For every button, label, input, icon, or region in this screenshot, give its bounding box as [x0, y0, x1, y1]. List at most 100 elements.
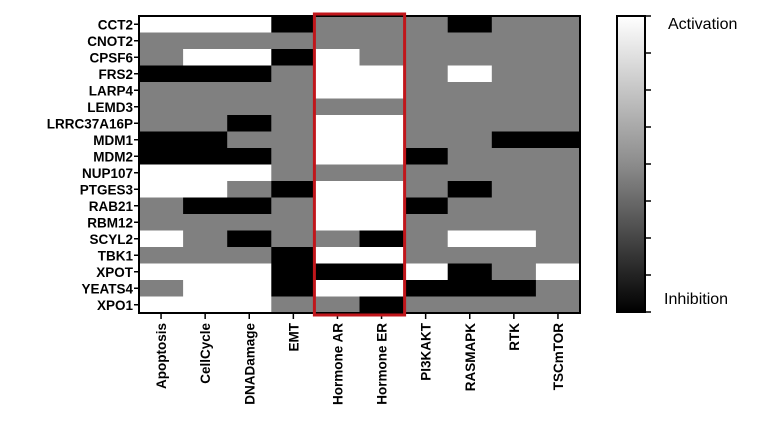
heatmap-cell [139, 181, 184, 199]
heatmap-cell [491, 296, 537, 314]
heatmap-cell [183, 296, 228, 314]
heatmap-cell [447, 32, 493, 50]
heatmap-cell [227, 65, 272, 83]
heatmap-cell [447, 280, 493, 298]
row-label: CNOT2 [87, 34, 133, 49]
heatmap-cell [359, 16, 405, 34]
heatmap-cell [139, 296, 184, 314]
heatmap-cell [359, 181, 405, 199]
heatmap-cell [315, 148, 361, 166]
heatmap-cell [315, 32, 361, 50]
heatmap-cell [139, 263, 184, 281]
heatmap-cell [271, 98, 316, 116]
heatmap-cell [139, 115, 184, 133]
heatmap-cell [183, 32, 228, 50]
heatmap-cell [183, 181, 228, 199]
heatmap-cell [535, 247, 581, 265]
heatmap-cell [271, 82, 316, 100]
heatmap-cell [359, 164, 405, 182]
heatmap-cell [447, 296, 493, 314]
row-label: LARP4 [89, 83, 134, 98]
row-label: CPSF6 [89, 50, 133, 65]
heatmap-cell [491, 49, 537, 67]
heatmap-cell [183, 82, 228, 100]
heatmap-cell [227, 247, 272, 265]
heatmap-cell [403, 98, 449, 116]
heatmap-cell [139, 164, 184, 182]
heatmap-cell [447, 115, 493, 133]
heatmap-cell [183, 164, 228, 182]
heatmap-cell [139, 65, 184, 83]
color-legend: Activation Inhibition [616, 15, 737, 313]
heatmap-cell [271, 181, 316, 199]
heatmap-cell [447, 197, 493, 215]
heatmap-cell [403, 247, 449, 265]
heatmap-cell [447, 148, 493, 166]
heatmap-cell [271, 16, 316, 34]
heatmap-cell [491, 82, 537, 100]
heatmap-cell [491, 280, 537, 298]
heatmap-cell [359, 296, 405, 314]
heatmap-cell [491, 115, 537, 133]
heatmap-cell [491, 164, 537, 182]
heatmap-cell [227, 263, 272, 281]
row-label: LRRC37A16P [47, 116, 133, 131]
heatmap-cell [315, 247, 361, 265]
heatmap-cell [535, 115, 581, 133]
heatmap-cell [139, 32, 184, 50]
heatmap-cell [403, 214, 449, 232]
legend-min-label: Inhibition [664, 291, 728, 308]
heatmap-cell [447, 131, 493, 149]
heatmap-cell [271, 296, 316, 314]
heatmap-cell [447, 214, 493, 232]
heatmap-cell [227, 131, 272, 149]
heatmap-cell [403, 131, 449, 149]
heatmap-cell [359, 98, 405, 116]
row-label: NUP107 [82, 166, 133, 181]
heatmap-cell [359, 131, 405, 149]
heatmap-cell [535, 49, 581, 67]
heatmap-cell [271, 197, 316, 215]
heatmap-cell [359, 65, 405, 83]
row-label: PTGES3 [80, 182, 134, 197]
heatmap-cell [227, 214, 272, 232]
heatmap-cell [139, 82, 184, 100]
heatmap-cell [271, 131, 316, 149]
heatmap-cell [227, 197, 272, 215]
heatmap-cell [271, 49, 316, 67]
heatmap-cell [535, 32, 581, 50]
heatmap-cell [227, 82, 272, 100]
legend-max-label: Activation [668, 16, 737, 33]
heatmap-cell [491, 247, 537, 265]
heatmap-cell [139, 131, 184, 149]
row-label: XPOT [96, 265, 134, 280]
heatmap-cell [227, 16, 272, 34]
legend-colorbar [616, 15, 646, 313]
heatmap-cell [139, 16, 184, 34]
heatmap-cell [491, 98, 537, 116]
heatmap-cell [491, 214, 537, 232]
heatmap-cell [403, 164, 449, 182]
heatmap-cell [359, 82, 405, 100]
heatmap-cell [271, 32, 316, 50]
heatmap-cell [359, 197, 405, 215]
heatmap-cell [447, 16, 493, 34]
heatmap-cell [227, 148, 272, 166]
heatmap-cell [491, 65, 537, 83]
heatmap-cell [315, 230, 361, 248]
column-label: Hormone AR [330, 323, 345, 405]
row-label: LEMD3 [87, 100, 133, 115]
heatmap-cell [447, 164, 493, 182]
heatmap-cell [359, 49, 405, 67]
heatmap-cell [315, 197, 361, 215]
row-label: TBK1 [98, 248, 134, 263]
heatmap-cell [535, 280, 581, 298]
heatmap-cell [535, 82, 581, 100]
heatmap-cell [227, 296, 272, 314]
heatmap-cell [535, 164, 581, 182]
heatmap-cell [447, 230, 493, 248]
heatmap-cell [271, 280, 316, 298]
heatmap-cell [535, 296, 581, 314]
heatmap-cell [447, 181, 493, 199]
